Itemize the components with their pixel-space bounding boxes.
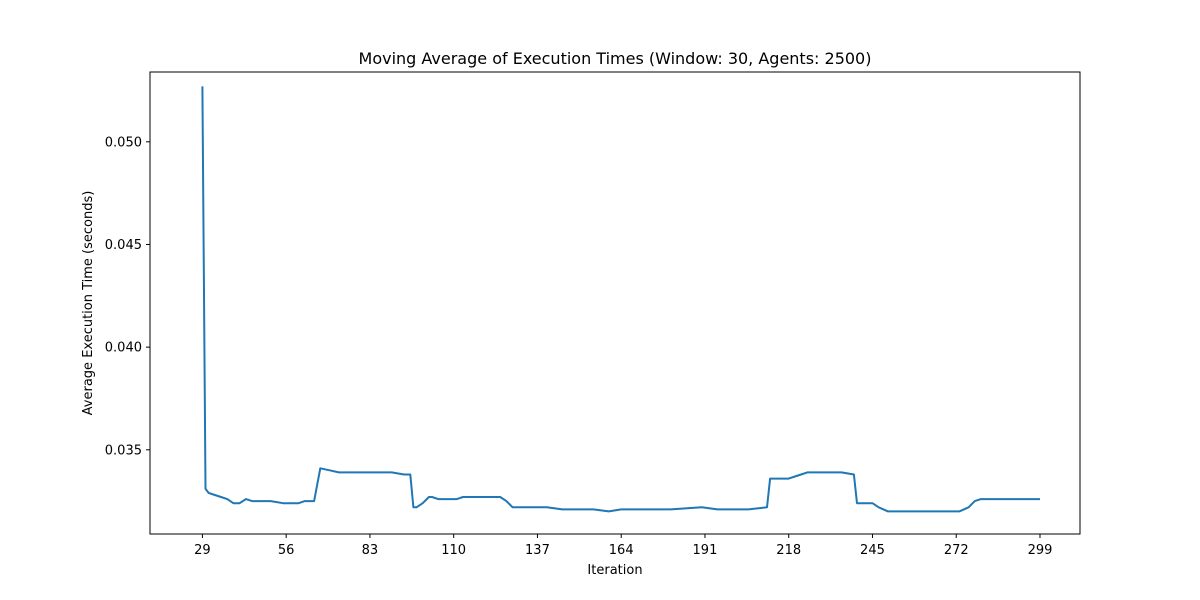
x-tick-label: 191: [693, 543, 718, 558]
y-tick-label: 0.050: [105, 135, 142, 150]
x-tick-label: 164: [609, 543, 634, 558]
x-tick-label: 56: [278, 543, 295, 558]
y-axis-title: Average Execution Time (seconds): [81, 191, 96, 416]
x-tick-label: 29: [194, 543, 211, 558]
chart-title: Moving Average of Execution Times (Windo…: [359, 49, 872, 68]
x-tick-label: 110: [441, 543, 466, 558]
x-tick-label: 245: [860, 543, 885, 558]
x-axis-title: Iteration: [587, 563, 642, 578]
series-line: [201, 86, 1040, 513]
x-tick-label: 137: [525, 543, 550, 558]
x-tick-label: 83: [362, 543, 379, 558]
x-tick-label: 272: [944, 543, 969, 558]
y-tick-label: 0.035: [105, 443, 142, 458]
y-tick-label: 0.045: [105, 238, 142, 253]
x-tick-label: 299: [1028, 543, 1053, 558]
x-tick-label: 218: [776, 543, 801, 558]
plot-frame: [149, 71, 1081, 535]
y-tick-label: 0.040: [105, 341, 142, 356]
ticks-layer: 29 56 83 110 137 164 191 218 245 272 299 0.035 0.040…: [105, 135, 1053, 558]
